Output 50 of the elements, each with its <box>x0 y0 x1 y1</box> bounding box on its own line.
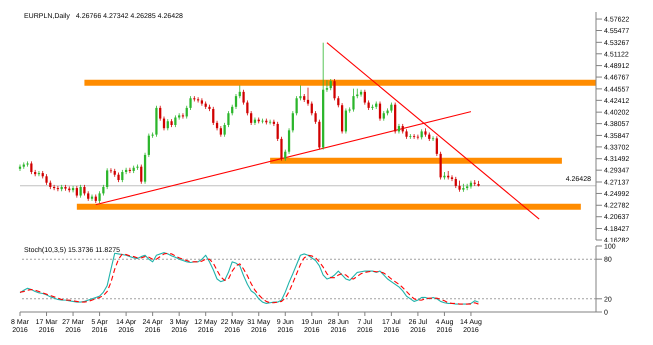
candlestick <box>330 78 332 91</box>
candlestick <box>166 118 169 131</box>
candlestick <box>310 101 313 116</box>
candlestick <box>76 186 78 198</box>
candlestick <box>87 190 90 202</box>
candlestick <box>337 96 340 108</box>
candlestick <box>148 133 150 158</box>
candlestick <box>231 104 234 116</box>
candlestick <box>261 118 264 124</box>
candlestick <box>416 134 420 140</box>
candlestick <box>234 94 238 110</box>
candlestick <box>292 110 294 133</box>
candlestick <box>220 126 222 138</box>
candlestick <box>284 149 286 162</box>
candlestick <box>174 114 176 128</box>
candlestick <box>296 96 298 116</box>
candlestick <box>314 110 317 124</box>
candlestick <box>102 184 104 196</box>
candlestick <box>402 124 404 134</box>
candlestick <box>227 110 230 128</box>
candlestick <box>440 151 442 180</box>
candlestick <box>30 160 32 175</box>
candlestick <box>390 102 392 114</box>
candlestick <box>462 183 464 192</box>
candlestick <box>333 78 336 101</box>
candlestick <box>186 105 188 119</box>
candlestick <box>140 164 142 184</box>
candlestick <box>152 132 154 138</box>
candlestick <box>83 184 86 196</box>
candlestick <box>436 136 438 156</box>
candlestick <box>398 124 400 134</box>
candlestick <box>212 106 214 126</box>
candlestick <box>159 105 162 122</box>
candlestick <box>121 169 124 183</box>
candlestick <box>106 168 108 190</box>
candlestick <box>250 110 252 126</box>
candlestick <box>382 110 385 122</box>
candlestick <box>420 128 423 140</box>
candlestick <box>299 85 302 101</box>
candlestick <box>80 184 82 198</box>
candlestick <box>224 122 226 138</box>
candlestick <box>368 100 370 110</box>
candlestick <box>454 176 457 188</box>
candlestick <box>364 89 366 106</box>
candlestick <box>117 172 120 183</box>
candlestick <box>276 121 279 142</box>
candlestick <box>356 88 358 99</box>
candlestick <box>238 85 241 99</box>
candlestick <box>246 100 248 116</box>
candlestick <box>412 134 416 140</box>
